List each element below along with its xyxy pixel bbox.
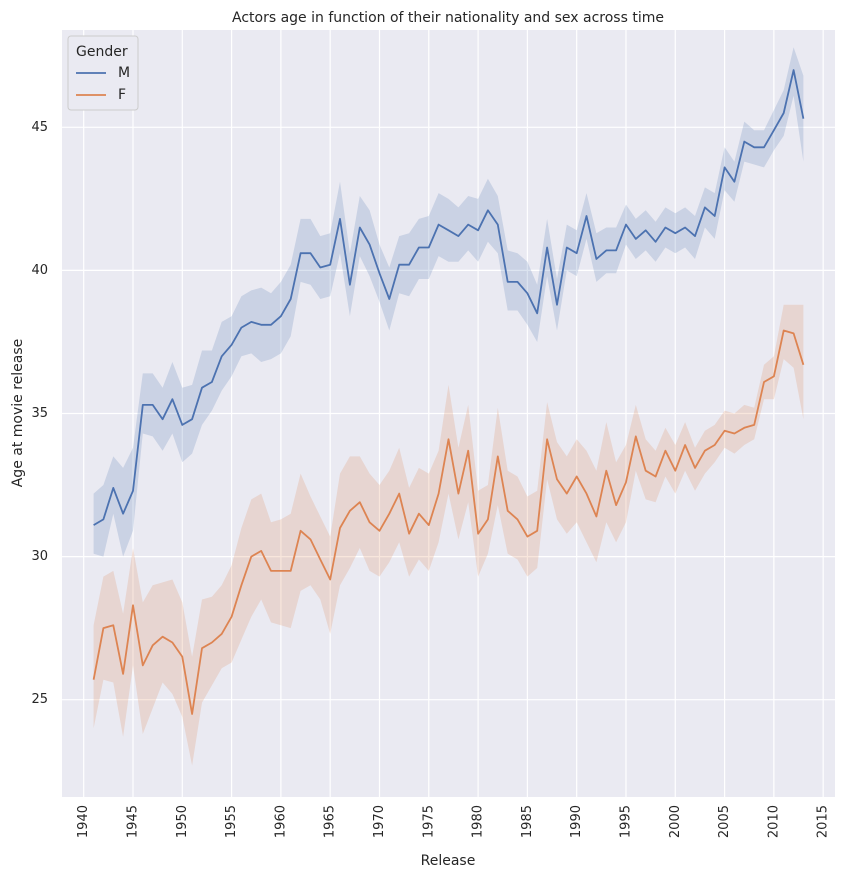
x-tick-label: 1990 — [569, 805, 584, 838]
legend-label-M: M — [118, 65, 130, 81]
x-tick-label: 1965 — [323, 805, 338, 838]
y-tick-label: 35 — [31, 406, 48, 421]
x-tick-label: 2015 — [816, 805, 831, 838]
x-tick-label: 1945 — [125, 805, 140, 838]
legend-title: Gender — [76, 44, 128, 60]
x-tick-label: 1985 — [520, 805, 535, 838]
x-tick-label: 2010 — [766, 805, 781, 838]
x-tick-label: 1995 — [618, 805, 633, 838]
chart-title: Actors age in function of their national… — [232, 10, 664, 26]
y-tick-label: 25 — [31, 692, 48, 707]
confidence-bands — [93, 47, 804, 766]
grid-lines — [62, 30, 835, 797]
series-line-M — [93, 69, 805, 526]
x-tick-label: 1940 — [76, 805, 91, 838]
x-tick-label: 1960 — [273, 805, 288, 838]
x-tick-label: 1975 — [421, 805, 436, 838]
y-tick-label: 40 — [31, 263, 48, 278]
legend-items: MF — [76, 65, 130, 103]
series-line-F — [92, 329, 805, 715]
y-tick-label: 45 — [31, 120, 48, 135]
x-tick-label: 2000 — [668, 805, 683, 838]
legend-label-F: F — [118, 87, 126, 103]
x-axis-label: Release — [421, 853, 476, 869]
x-tick-label: 1955 — [224, 805, 239, 838]
series-lines — [92, 69, 805, 715]
x-tick-label: 2005 — [717, 805, 732, 838]
x-tick-label: 1950 — [175, 805, 190, 838]
ci-band-F — [93, 304, 804, 766]
y-tick-label: 30 — [31, 549, 48, 564]
y-axis-ticks: 25 30 35 40 45 — [31, 120, 48, 707]
x-axis-ticks: 1940 1945 1950 1955 1960 1965 1970 1975 1980 1985… — [76, 805, 830, 838]
legend: Gender MF — [67, 35, 139, 111]
x-tick-label: 1980 — [471, 805, 486, 838]
y-axis-label: Age at movie release — [10, 339, 26, 488]
x-tick-label: 1970 — [372, 805, 387, 838]
